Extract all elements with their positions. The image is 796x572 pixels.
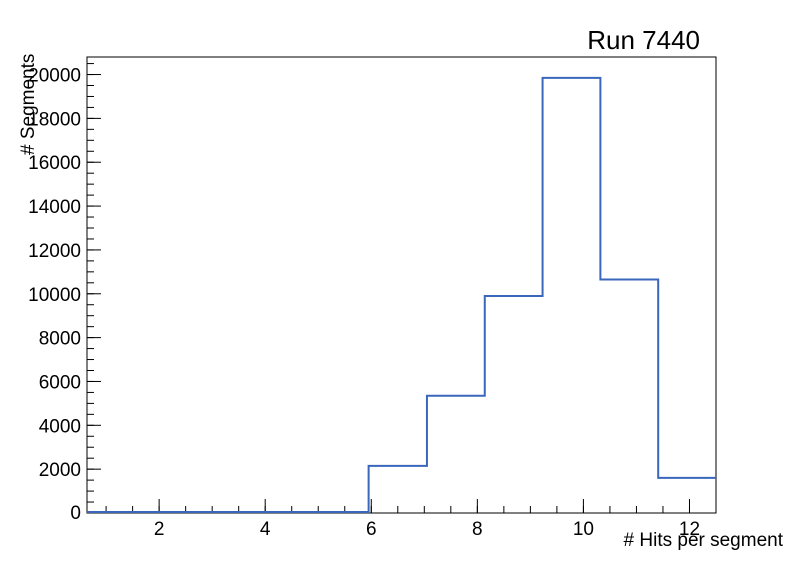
y-tick-label: 6000 [39,372,81,393]
y-tick-label: 20000 [28,66,81,87]
y-tick-label: 14000 [28,197,81,218]
x-tick-label: 6 [366,519,377,540]
x-tick-label: 12 [679,519,700,540]
x-tick-label: 4 [260,519,271,540]
y-tick-label: 2000 [39,460,81,481]
y-tick-label: 18000 [28,109,81,130]
x-tick-label: 8 [472,519,483,540]
chart-title: Run 7440 [587,25,700,55]
x-tick-label: 2 [154,519,165,540]
y-tick-label: 4000 [39,416,81,437]
y-tick-label: 10000 [28,285,81,306]
x-tick-label: 10 [573,519,594,540]
y-tick-label: 16000 [28,153,81,174]
y-tick-label: 8000 [39,329,81,350]
x-axis-title: # Hits per segment [623,530,783,551]
histogram-line [87,76,716,513]
y-tick-label: 12000 [28,241,81,262]
y-tick-label: 0 [70,503,81,524]
y-axis-title: # Segments [18,53,39,155]
plot-frame [86,56,717,514]
